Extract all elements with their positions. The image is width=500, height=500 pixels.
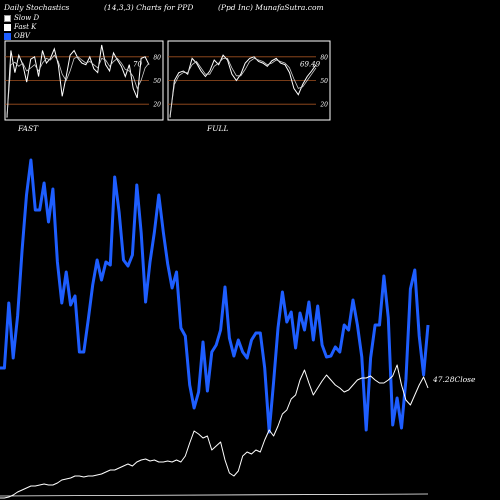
panel-tick-label-fast-50: 50	[153, 78, 161, 85]
panel-series-line-full-slow-d	[169, 57, 317, 117]
chart-header-left: Daily Stochastics	[4, 3, 70, 12]
panel-tick-label-full-20: 20	[319, 102, 328, 109]
legend-label-slow-d: Slow D	[14, 14, 40, 22]
legend-item-fast-k: Fast K	[4, 23, 36, 31]
panel-series-line-full-fast-k	[169, 54, 317, 118]
panel-title-fast: FAST	[17, 124, 39, 133]
legend-swatch-slow-d	[4, 14, 11, 22]
close-value-label: 47.28Close	[432, 375, 476, 384]
legend-item-slow-d: Slow D	[4, 14, 39, 22]
obv-line	[0, 158, 430, 434]
panel-last-value-fast: 70	[133, 61, 142, 69]
legend-label-fast-k: Fast K	[14, 23, 37, 31]
legend-label-obv: OBV	[14, 32, 30, 40]
legend-item-obv: OBV	[4, 32, 30, 40]
chart-header-middle: (14,3,3) Charts for PPD	[104, 3, 194, 12]
panel-tick-label-full-80: 80	[320, 54, 328, 61]
close-price-line	[0, 364, 429, 499]
chart-header-right: (Ppd Inc) MunafaSutra.com	[218, 3, 324, 12]
panel-title-full: FULL	[206, 124, 229, 133]
panel-last-value-full: 69.49	[300, 61, 321, 69]
panel-series-line-fast-slow-d	[6, 54, 150, 117]
legend-swatch-obv	[4, 32, 11, 40]
panel-tick-label-full-50: 50	[320, 78, 328, 85]
panel-tick-label-fast-80: 80	[153, 54, 161, 61]
panel-tick-label-fast-20: 20	[152, 102, 161, 109]
baseline-line	[0, 493, 429, 497]
panel-series-line-fast-fast-k	[6, 44, 150, 118]
legend-swatch-fast-k	[4, 23, 11, 31]
